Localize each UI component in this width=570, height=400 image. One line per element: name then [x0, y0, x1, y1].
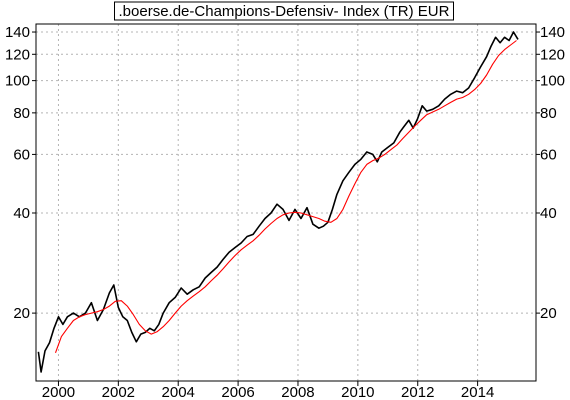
y-tick-label-right: 140: [540, 24, 565, 41]
chart-title: .boerse.de-Champions-Defensiv- Index (TR…: [119, 3, 450, 20]
x-tick-label: 2014: [461, 384, 494, 400]
y-tick-label-left: 140: [5, 24, 30, 41]
x-tick-label: 2008: [281, 384, 314, 400]
y-tick-label-right: 20: [540, 305, 557, 322]
x-tick-label: 2010: [341, 384, 374, 400]
axis-labels: 2000 2002 2004 2006 2008 2010 2012 2014 20 20 40 40…: [5, 24, 565, 400]
y-tick-label-left: 60: [13, 146, 30, 163]
plot-frame: [35, 23, 537, 382]
index-price-line: [37, 31, 519, 373]
grid: [36, 24, 536, 381]
axis-ticks: [32, 31, 540, 386]
y-tick-label-left: 40: [13, 205, 30, 222]
y-tick-label-left: 80: [13, 105, 30, 122]
y-tick-label-left: 100: [5, 73, 30, 90]
y-tick-label-left: 20: [13, 305, 30, 322]
series: [37, 31, 519, 373]
title-box-border: [114, 1, 454, 21]
y-tick-label-left: 120: [5, 46, 30, 63]
y-tick-label-right: 60: [540, 146, 557, 163]
x-tick-label: 2006: [221, 384, 254, 400]
moving-average-line: [54, 40, 517, 353]
x-tick-label: 2002: [102, 384, 135, 400]
x-tick-label: 2000: [42, 384, 75, 400]
x-tick-label: 2012: [401, 384, 434, 400]
y-tick-label-right: 100: [540, 73, 565, 90]
title-box: .boerse.de-Champions-Defensiv- Index (TR…: [114, 1, 454, 21]
y-tick-label-right: 80: [540, 105, 557, 122]
y-tick-label-right: 40: [540, 205, 557, 222]
y-tick-label-right: 120: [540, 46, 565, 63]
x-tick-label: 2004: [162, 384, 195, 400]
